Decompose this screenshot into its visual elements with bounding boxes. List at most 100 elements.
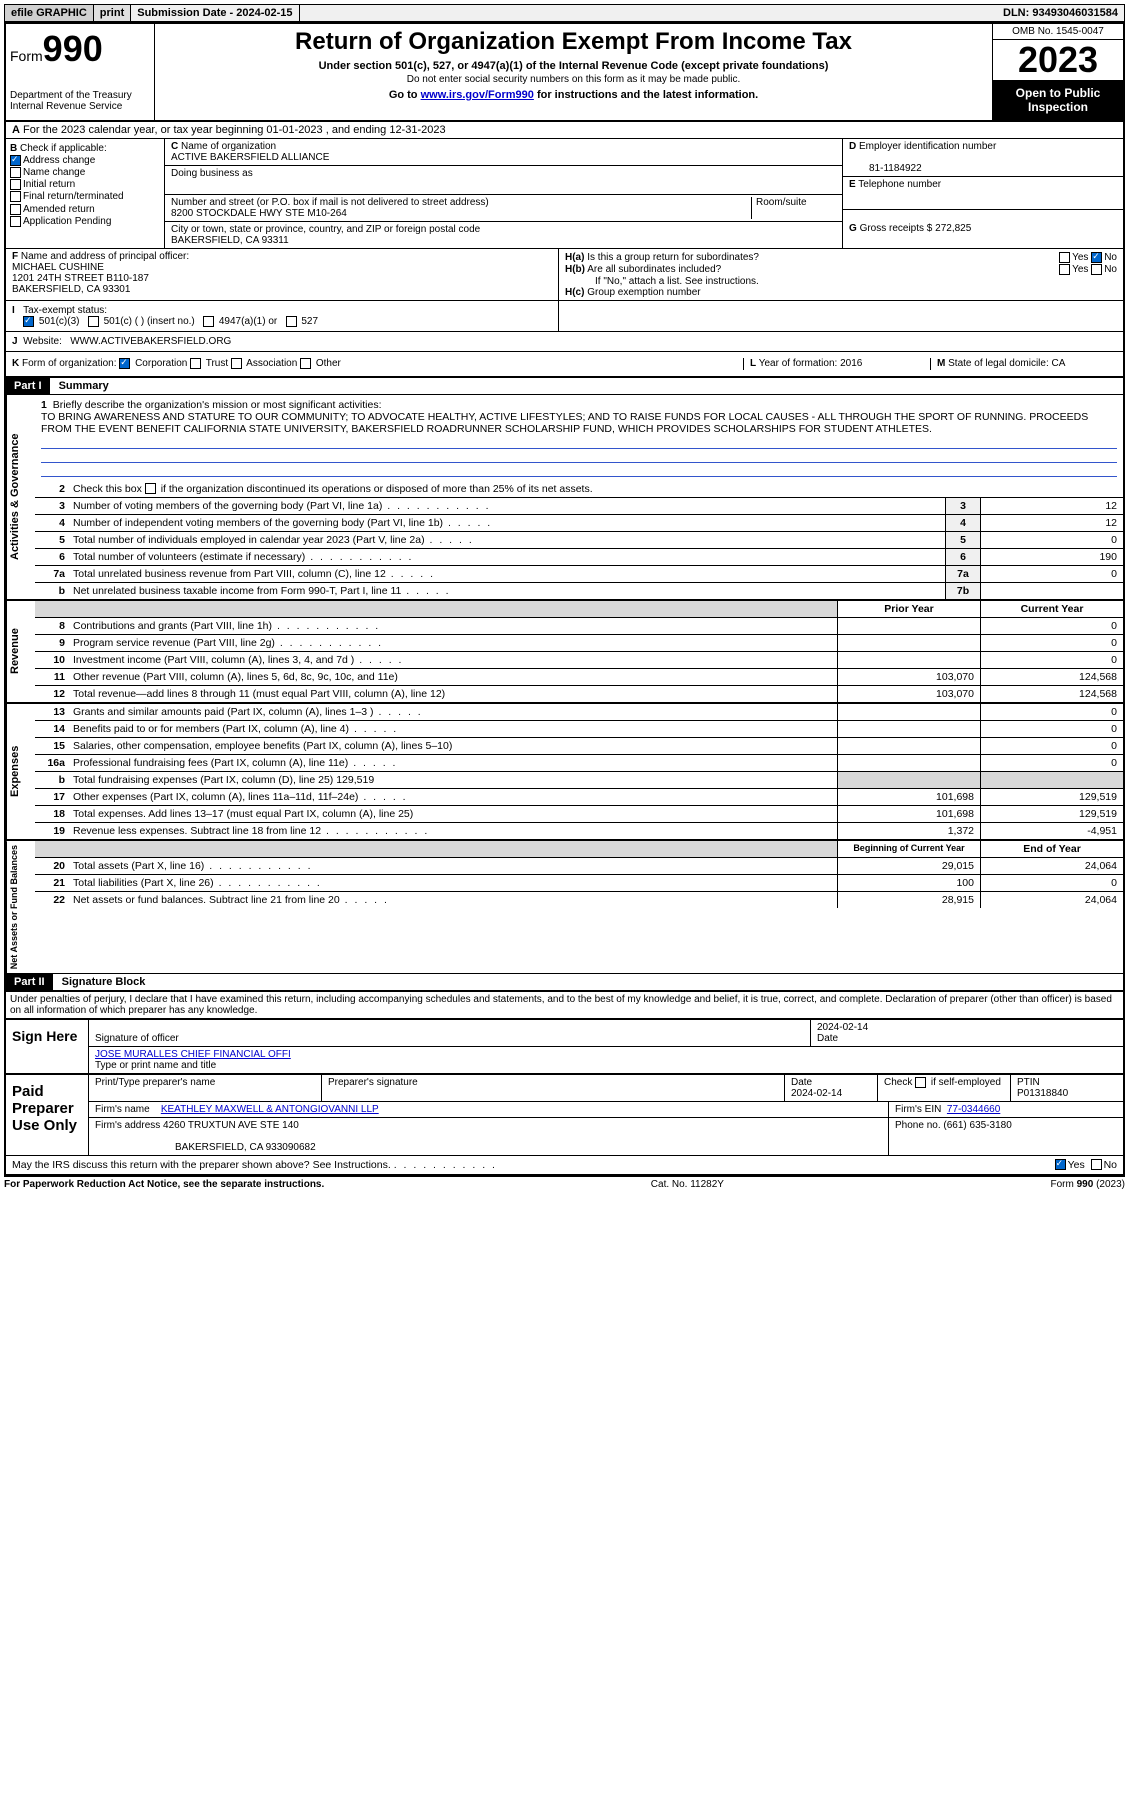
ha-text: Is this a group return for subordinates? xyxy=(587,252,759,263)
chk-self-emp[interactable] xyxy=(915,1077,926,1088)
goto-line: Go to www.irs.gov/Form990 for instructio… xyxy=(159,89,988,101)
omb-number: OMB No. 1545-0047 xyxy=(993,24,1123,40)
k-assoc: Association xyxy=(246,359,297,370)
part2-title: Signature Block xyxy=(62,976,146,988)
type-name-label: Type or print name and title xyxy=(95,1060,216,1071)
m-val: CA xyxy=(1052,358,1066,369)
l10-cur: 0 xyxy=(980,652,1123,668)
l20-cur: 24,064 xyxy=(980,858,1123,874)
firm-name-link[interactable]: KEATHLEY MAXWELL & ANTONGIOVANNI LLP xyxy=(161,1104,379,1115)
l15-text: Salaries, other compensation, employee b… xyxy=(69,738,837,754)
prep-name-label: Print/Type preparer's name xyxy=(89,1075,322,1101)
l7a-val: 0 xyxy=(980,566,1123,582)
sign-here-label: Sign Here xyxy=(6,1020,89,1073)
chk-app-pending[interactable] xyxy=(10,216,21,227)
discuss-no[interactable] xyxy=(1091,1159,1102,1170)
l16a-text: Professional fundraising fees (Part IX, … xyxy=(69,755,837,771)
chk-addr-label: Address change xyxy=(23,155,95,166)
chk-501c3[interactable] xyxy=(23,316,34,327)
k-other: Other xyxy=(316,359,341,370)
box-k-form-org: K Form of organization: Corporation Trus… xyxy=(12,358,743,369)
website-label: Website: xyxy=(23,336,62,347)
o1: 501(c)(3) xyxy=(39,316,80,327)
org-name: ACTIVE BAKERSFIELD ALLIANCE xyxy=(171,152,329,163)
street-label: Number and street (or P.O. box if mail i… xyxy=(171,197,489,208)
submission-date: Submission Date - 2024-02-15 xyxy=(131,5,299,21)
chk-trust[interactable] xyxy=(190,358,201,369)
officer-name-link[interactable]: JOSE MURALLES CHIEF FINANCIAL OFFI xyxy=(95,1049,291,1060)
chk-corp[interactable] xyxy=(119,358,130,369)
k-trust: Trust xyxy=(206,359,228,370)
sig-officer-label: Signature of officer xyxy=(95,1033,179,1044)
chk-address-change[interactable] xyxy=(10,155,21,166)
l10-text: Investment income (Part VIII, column (A)… xyxy=(69,652,837,668)
chk-4947[interactable] xyxy=(203,316,214,327)
street-val: 8200 STOCKDALE HWY STE M10-264 xyxy=(171,208,347,219)
irs-label: Internal Revenue Service xyxy=(10,101,150,112)
dba-label: Doing business as xyxy=(171,168,253,179)
ein-label: Employer identification number xyxy=(859,141,996,152)
chk-527[interactable] xyxy=(286,316,297,327)
chk-assoc[interactable] xyxy=(231,358,242,369)
chk-name-change[interactable] xyxy=(10,167,21,178)
yes-label: Yes xyxy=(1072,252,1088,263)
vtab-net-assets: Net Assets or Fund Balances xyxy=(6,841,35,973)
l1-text: TO BRING AWARENESS AND STATURE TO OUR CO… xyxy=(41,411,1088,435)
ha-no[interactable] xyxy=(1091,252,1102,263)
m-label: State of legal domicile: xyxy=(948,358,1049,369)
gross-label: Gross receipts $ xyxy=(860,223,933,234)
chk-final[interactable] xyxy=(10,191,21,202)
l18-prior: 101,698 xyxy=(837,806,980,822)
l19-prior: 1,372 xyxy=(837,823,980,839)
l19-cur: -4,951 xyxy=(980,823,1123,839)
l-val: 2016 xyxy=(840,358,862,369)
prep-sig-label: Preparer's signature xyxy=(322,1075,785,1101)
l13-cur: 0 xyxy=(980,704,1123,720)
chk-initial[interactable] xyxy=(10,179,21,190)
hb-text: Are all subordinates included? xyxy=(587,264,721,275)
col-prior: Prior Year xyxy=(837,601,980,617)
discuss-yes[interactable] xyxy=(1055,1159,1066,1170)
box-f-officer: F Name and address of principal officer:… xyxy=(6,249,559,300)
col-current: Current Year xyxy=(980,601,1123,617)
hb-no[interactable] xyxy=(1091,264,1102,275)
l11-cur: 124,568 xyxy=(980,669,1123,685)
no-label2: No xyxy=(1104,264,1117,275)
goto-link[interactable]: www.irs.gov/Form990 xyxy=(421,89,534,101)
l15-prior xyxy=(837,738,980,754)
officer-label: Name and address of principal officer: xyxy=(21,251,189,262)
l18-cur: 129,519 xyxy=(980,806,1123,822)
chk-amended[interactable] xyxy=(10,204,21,215)
footer-form: Form 990 (2023) xyxy=(1051,1179,1125,1190)
l7b-val xyxy=(980,583,1123,599)
firm-addr: 4260 TRUXTUN AVE STE 140 xyxy=(163,1120,299,1131)
dln-number: DLN: 93493046031584 xyxy=(997,5,1124,21)
ha-yes[interactable] xyxy=(1059,252,1070,263)
l9-text: Program service revenue (Part VIII, line… xyxy=(69,635,837,651)
l13-text: Grants and similar amounts paid (Part IX… xyxy=(69,704,837,720)
chk-501c[interactable] xyxy=(88,316,99,327)
l18-text: Total expenses. Add lines 13–17 (must eq… xyxy=(69,806,837,822)
firm-phone-label: Phone no. xyxy=(895,1120,941,1131)
discuss-yes-label: Yes xyxy=(1068,1159,1085,1171)
hb-yes[interactable] xyxy=(1059,264,1070,275)
l21-cur: 0 xyxy=(980,875,1123,891)
goto-pre: Go to xyxy=(389,89,421,101)
footer-pra: For Paperwork Reduction Act Notice, see … xyxy=(4,1179,324,1190)
form-container: Form990 Department of the Treasury Inter… xyxy=(4,22,1125,1176)
row-a-text: For the 2023 calendar year, or tax year … xyxy=(23,124,446,136)
l11-prior: 103,070 xyxy=(837,669,980,685)
l14-text: Benefits paid to or for members (Part IX… xyxy=(69,721,837,737)
chk-initial-label: Initial return xyxy=(23,179,75,190)
o3: 4947(a)(1) or xyxy=(219,316,277,327)
box-l: L Year of formation: 2016 xyxy=(743,358,930,369)
firm-ein-link[interactable]: 77-0344660 xyxy=(947,1104,1000,1115)
print-button[interactable]: print xyxy=(94,5,131,21)
l14-prior xyxy=(837,721,980,737)
vtab-revenue: Revenue xyxy=(6,601,35,702)
chk-other[interactable] xyxy=(300,358,311,369)
chk-l2[interactable] xyxy=(145,483,156,494)
officer-addr2: BAKERSFIELD, CA 93301 xyxy=(12,284,130,295)
l12-cur: 124,568 xyxy=(980,686,1123,702)
form-prefix: Form xyxy=(10,48,43,64)
